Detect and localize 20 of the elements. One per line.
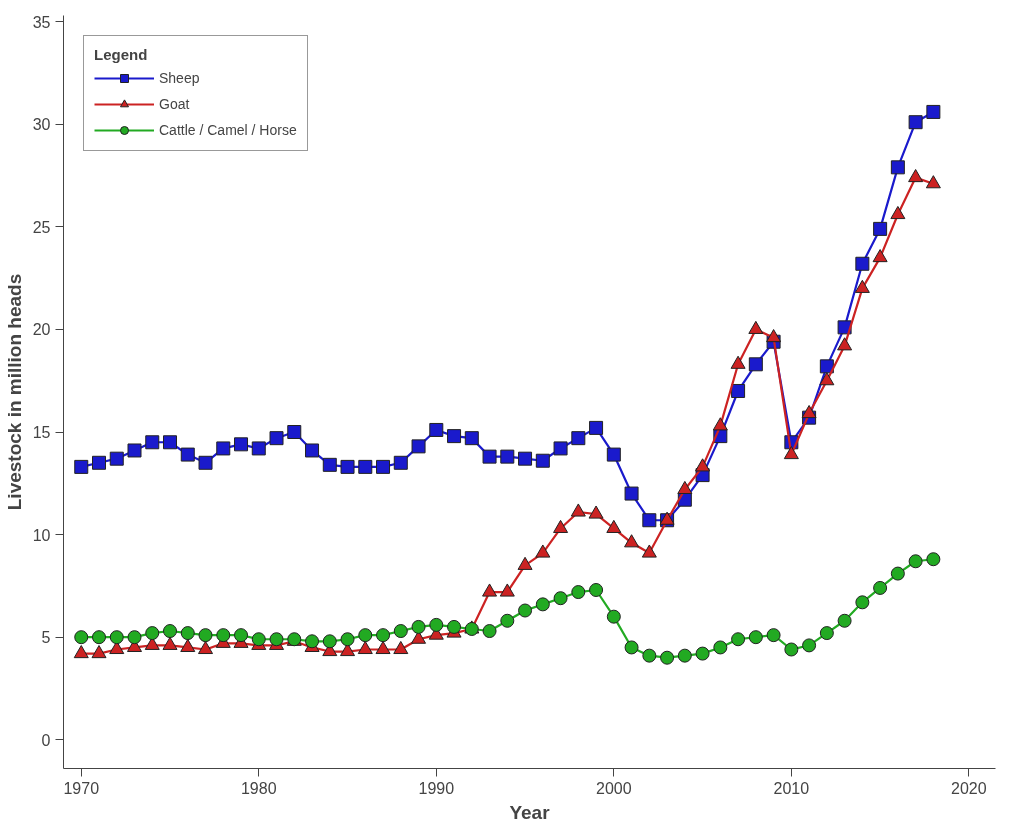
y-tick-label: 20 (32, 321, 51, 339)
x-tick-label: 2010 (773, 779, 810, 797)
x-tick-label: 1990 (418, 779, 455, 797)
y-tick-label: 5 (41, 629, 51, 647)
legend-title: Legend (94, 46, 149, 63)
y-tick-label: 15 (32, 424, 51, 442)
y-tick-label: 10 (32, 526, 51, 544)
x-axis-title: Year (509, 801, 551, 823)
y-tick-label: 35 (32, 13, 51, 31)
y-tick-label: 30 (32, 116, 51, 134)
x-tick-label: 1980 (240, 779, 277, 797)
y-axis-title: Livestock in million heads (3, 273, 25, 511)
y-tick-label: 25 (32, 218, 51, 236)
x-tick-label: 1970 (63, 779, 100, 797)
legend-label: Cattle / Camel / Horse (159, 122, 297, 138)
x-tick-label: 2020 (951, 779, 987, 797)
legend-label: Sheep (159, 70, 200, 86)
x-tick-label: 2000 (596, 779, 632, 797)
y-tick-label: 0 (41, 731, 51, 749)
legend-label: Goat (159, 96, 190, 112)
